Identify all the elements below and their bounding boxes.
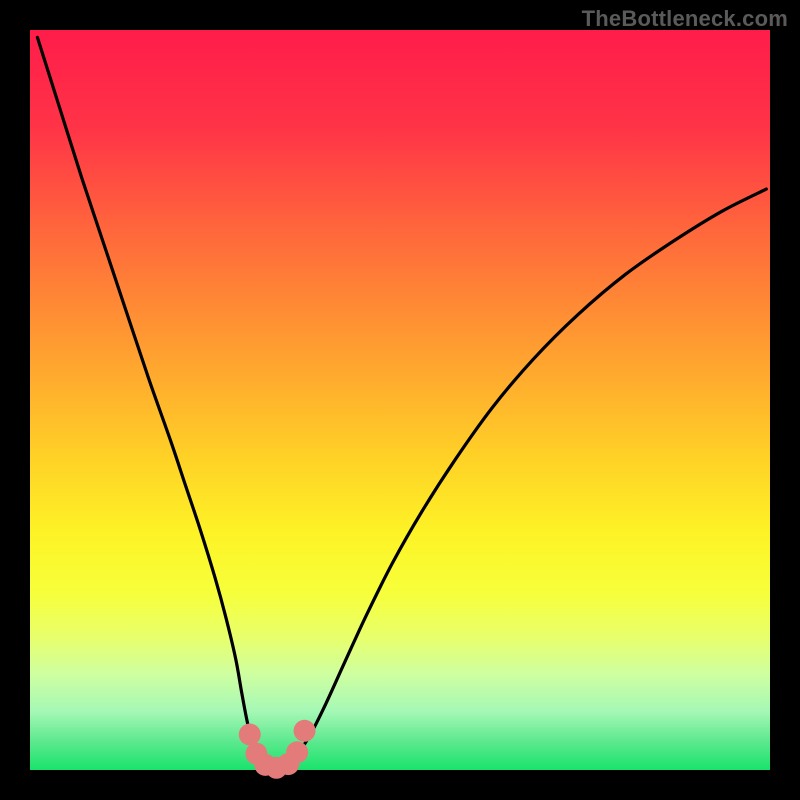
chart-root: TheBottleneck.com (0, 0, 800, 800)
bottleneck-chart (0, 0, 800, 800)
curve-marker (239, 723, 261, 745)
curve-marker (286, 741, 308, 763)
watermark-text: TheBottleneck.com (582, 6, 788, 32)
curve-marker (294, 720, 316, 742)
chart-background (30, 30, 770, 770)
